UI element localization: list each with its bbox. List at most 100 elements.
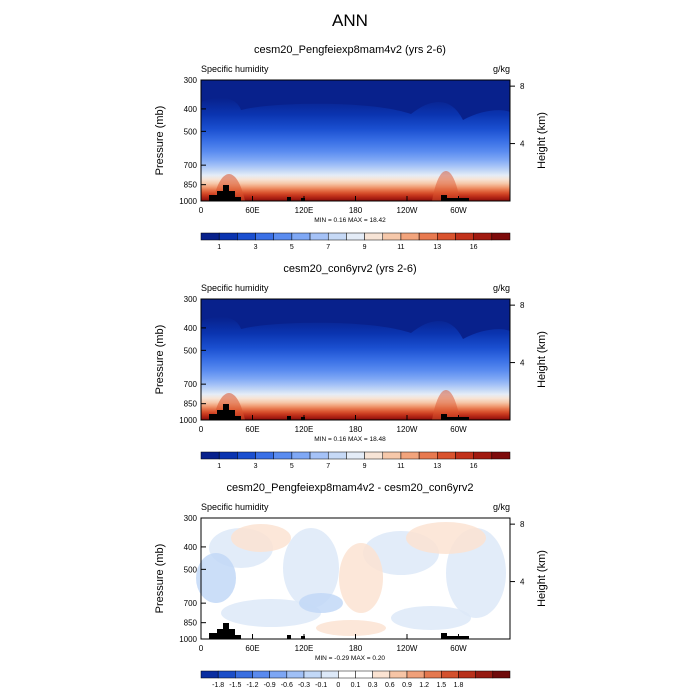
colorbar-label: 1.2 (419, 682, 429, 689)
terrain-mask (209, 404, 469, 420)
colorbar-swatch (291, 451, 311, 460)
y-tick-label: 1000 (179, 635, 197, 644)
colorbar-swatch (217, 670, 236, 679)
y-tick-label: 850 (184, 400, 198, 409)
colorbar-label: 9 (363, 463, 367, 470)
colorbar-swatch (255, 232, 274, 241)
variable-label: Specific humidity (201, 502, 269, 512)
colorbar-label: 5 (290, 463, 294, 470)
terrain-mask (209, 623, 469, 639)
colorbar-swatch (441, 670, 459, 679)
colorbar-swatch (382, 232, 402, 241)
colorbar-label: 16 (470, 244, 478, 251)
colorbar-swatch (389, 670, 408, 679)
colorbar-swatch (355, 670, 373, 679)
colorbar-swatch (346, 232, 365, 241)
x-tick-label: 60E (245, 644, 259, 653)
colorbar-swatch (458, 670, 476, 679)
colorbar-swatch (218, 451, 238, 460)
variable-label: Specific humidity (201, 283, 269, 293)
colorbar-swatch (237, 451, 256, 460)
colorbar-swatch (218, 232, 238, 241)
x-tick-label: 120W (397, 206, 418, 215)
colorbar-label: 16 (470, 463, 478, 470)
colorbar-swatch (346, 451, 365, 460)
colorbar-swatch (237, 232, 256, 241)
x-tick-label: 120E (295, 644, 314, 653)
x-tick-label: 120W (397, 644, 418, 653)
colorbar-swatch (400, 232, 420, 241)
x-tick-label: 120E (295, 206, 314, 215)
colorbar-swatch (273, 232, 293, 241)
colorbar-label: 0.9 (402, 682, 412, 689)
colorbar-swatch (372, 670, 391, 679)
colorbar-label: 1.8 (454, 682, 464, 689)
y-tick-label: 500 (184, 346, 198, 355)
diff-region (221, 599, 321, 627)
diff-region (406, 522, 486, 554)
colorbar-swatch (492, 670, 511, 679)
colorbar-label: -0.3 (298, 682, 310, 689)
x-tick-label: 60E (245, 206, 259, 215)
y-tick-label: 300 (184, 295, 198, 304)
y-tick-label: 850 (184, 619, 198, 628)
q-field (201, 97, 510, 201)
colorbar-label: 3 (254, 244, 258, 251)
colorbar-label: 13 (433, 244, 441, 251)
colorbar-swatch (364, 232, 384, 241)
diff-region (196, 553, 236, 603)
colorbar-swatch (200, 451, 220, 460)
colorbar-label: -1.5 (229, 682, 241, 689)
panel-2: cesm20_con6yrv2 (yrs 2-6) Specific humidi… (154, 263, 548, 470)
colorbar: -1.8 -1.5 -1.2 -0.9 -0.6 -0.3 -0.1 0 0.1 0.3 0.6 0.… (200, 670, 511, 689)
colorbar-swatch (418, 451, 438, 460)
colorbar: 1 3 5 7 9 11 13 16 (200, 232, 511, 251)
x-tick-label: 120W (397, 425, 418, 434)
colorbar-swatch (252, 670, 270, 679)
colorbar-swatch (320, 670, 339, 679)
colorbar-swatch (338, 670, 356, 679)
colorbar-swatch (364, 451, 384, 460)
colorbar-swatch (255, 451, 274, 460)
diff-region (339, 543, 383, 613)
y-axis-right-label: Height (km) (536, 331, 548, 388)
x-tick-label: 60W (450, 644, 467, 653)
y-tick-label: 300 (184, 514, 198, 523)
colorbar-label: 5 (290, 244, 294, 251)
figure-title: ANN (332, 11, 368, 30)
stats-line: MIN = 0.16 MAX = 18.48 (314, 436, 386, 443)
height-tick-label: 4 (520, 359, 525, 368)
units-label: g/kg (493, 283, 510, 293)
panel-title: cesm20_Pengfeiexp8mam4v2 - cesm20_con6yr… (226, 482, 473, 494)
height-tick-label: 8 (520, 520, 525, 529)
x-tick-label: 0 (199, 206, 204, 215)
colorbar-swatch (455, 451, 474, 460)
colorbar-swatch (269, 670, 288, 679)
colorbar-swatch (455, 232, 474, 241)
diff-region (391, 606, 471, 630)
y-tick-label: 700 (184, 161, 198, 170)
colorbar-swatch (491, 451, 511, 460)
y-tick-label: 400 (184, 324, 198, 333)
height-tick-label: 4 (520, 578, 525, 587)
colorbar-label: 7 (326, 463, 330, 470)
q-field (201, 316, 510, 420)
panel-title: cesm20_Pengfeiexp8mam4v2 (yrs 2-6) (254, 44, 446, 56)
colorbar-swatch (473, 232, 493, 241)
x-tick-label: 60W (450, 206, 467, 215)
y-tick-label: 500 (184, 565, 198, 574)
terrain-mask (209, 185, 469, 201)
y-tick-label: 700 (184, 380, 198, 389)
colorbar-label: 0.3 (368, 682, 378, 689)
x-tick-label: 180 (349, 425, 363, 434)
y-axis-right-label: Height (km) (536, 112, 548, 169)
colorbar: 1 3 5 7 9 11 13 16 (200, 451, 511, 470)
x-tick-label: 120E (295, 425, 314, 434)
colorbar-swatch (437, 232, 456, 241)
q-bulge (432, 390, 460, 420)
x-tick-label: 180 (349, 206, 363, 215)
colorbar-swatch (423, 670, 442, 679)
colorbar-swatch (382, 451, 402, 460)
colorbar-swatch (286, 670, 305, 679)
y-tick-label: 700 (184, 599, 198, 608)
